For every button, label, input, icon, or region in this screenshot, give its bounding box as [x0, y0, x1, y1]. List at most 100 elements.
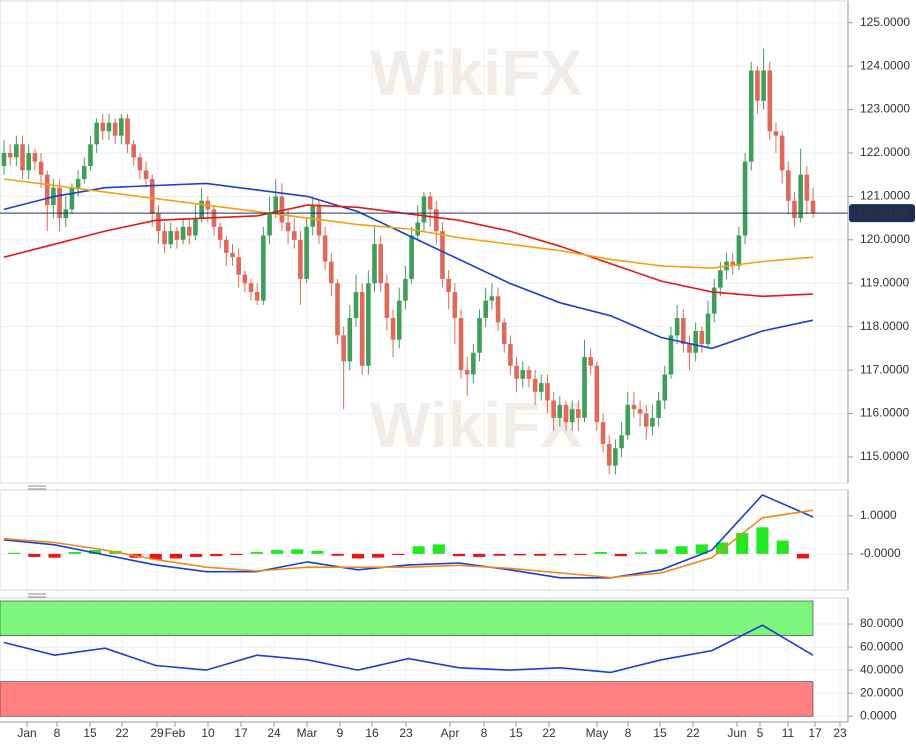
macd-bar	[169, 553, 182, 559]
x-tick-label: 22	[686, 726, 700, 740]
y-tick-label: -0.0000	[860, 546, 901, 560]
candle-body	[248, 283, 254, 292]
macd-bar	[594, 551, 607, 554]
x-tick-label: 24	[267, 726, 281, 740]
x-tick-label: 29	[150, 726, 164, 740]
candle-body	[501, 322, 507, 345]
macd-bar	[68, 551, 81, 554]
candle-body	[495, 296, 501, 323]
candle-body	[538, 383, 544, 392]
candle-body	[643, 413, 649, 427]
x-tick-label: May	[586, 726, 609, 740]
macd-bar	[513, 553, 526, 556]
x-tick-label: 23	[399, 726, 413, 740]
candle-body	[100, 122, 106, 132]
x-tick-label: 23	[833, 726, 847, 740]
candle-body	[514, 365, 519, 379]
macd-bar	[311, 550, 324, 554]
y-tick-label: 118.0000	[860, 319, 909, 333]
macd-bar	[88, 550, 102, 554]
macd-bar	[452, 553, 466, 557]
y-tick-label: 60.0000	[860, 639, 904, 653]
candle-body	[767, 70, 773, 132]
candle-body	[236, 257, 241, 275]
rsi-band	[0, 681, 814, 717]
candle-body	[174, 231, 180, 240]
y-tick-label: 124.0000	[860, 58, 910, 72]
candle-body	[440, 231, 445, 279]
y-tick-label: 125.0000	[860, 15, 910, 29]
macd-bar	[331, 553, 344, 556]
candle-body	[606, 443, 612, 466]
x-tick-label: Jun	[727, 726, 746, 740]
candle-body	[57, 187, 62, 219]
candle-body	[557, 404, 563, 418]
x-tick-label: 16	[365, 726, 379, 740]
macd-bar	[554, 553, 567, 556]
candle-body	[569, 409, 575, 423]
candle-body	[14, 144, 19, 158]
candle-body	[810, 200, 816, 214]
candle-body	[63, 209, 69, 219]
candle-body	[650, 417, 655, 427]
x-tick-label: 22	[115, 726, 129, 740]
macd-bar	[533, 553, 547, 556]
candle-body	[526, 370, 532, 379]
x-tick-label: 10	[201, 726, 215, 740]
candle-body	[483, 300, 488, 318]
candle-body	[804, 174, 810, 201]
macd-bar	[351, 553, 365, 559]
x-tick-label: Feb	[165, 726, 186, 740]
candle-body	[551, 400, 556, 418]
candle-body	[347, 317, 353, 362]
macd-bar	[736, 532, 749, 554]
y-tick-label: 122.0000	[860, 145, 910, 159]
x-tick-label: 8	[481, 726, 488, 740]
candle-body	[668, 335, 674, 375]
candle-body	[384, 283, 390, 318]
candle-body	[582, 357, 587, 418]
candle-body	[81, 166, 87, 180]
x-tick-label: Apr	[441, 726, 460, 740]
macd-bar	[675, 546, 688, 554]
candle-body	[458, 317, 464, 371]
macd-bar	[190, 553, 203, 557]
candle-body	[415, 222, 421, 236]
macd-bar	[230, 553, 243, 556]
x-tick-label: 15	[83, 726, 97, 740]
watermark: WikiFX	[370, 389, 583, 461]
indicator-line	[3, 204, 814, 298]
indicator-line	[3, 493, 814, 579]
macd-bar	[372, 553, 385, 558]
candle-body	[619, 435, 624, 449]
candle-body	[193, 218, 198, 236]
candle-body	[94, 122, 99, 145]
candle-body	[736, 235, 742, 266]
candle-body	[625, 404, 631, 436]
x-tick-label: 5	[757, 726, 764, 740]
y-tick-label: 1.0000	[860, 508, 897, 522]
macd-bar	[493, 553, 506, 556]
candle-body	[75, 179, 81, 188]
candle-body	[143, 170, 149, 180]
candle-body	[372, 244, 377, 284]
candle-body	[798, 174, 803, 219]
y-tick-label: 123.0000	[860, 102, 910, 116]
macd-bar	[250, 551, 263, 554]
macd-bar	[715, 542, 729, 554]
candle-body	[421, 196, 427, 223]
macd-bar	[756, 527, 769, 554]
candle-body	[742, 161, 748, 236]
macd-bar	[655, 549, 668, 554]
candle-body	[452, 291, 458, 318]
candle-body	[403, 278, 408, 301]
x-tick-label: 17	[808, 726, 822, 740]
candle-body	[631, 404, 637, 410]
candle-body	[199, 200, 204, 219]
candle-body	[1, 152, 7, 167]
candle-body	[662, 374, 668, 401]
candle-body	[705, 313, 711, 345]
candle-body	[711, 287, 717, 314]
candle-body	[217, 226, 223, 240]
